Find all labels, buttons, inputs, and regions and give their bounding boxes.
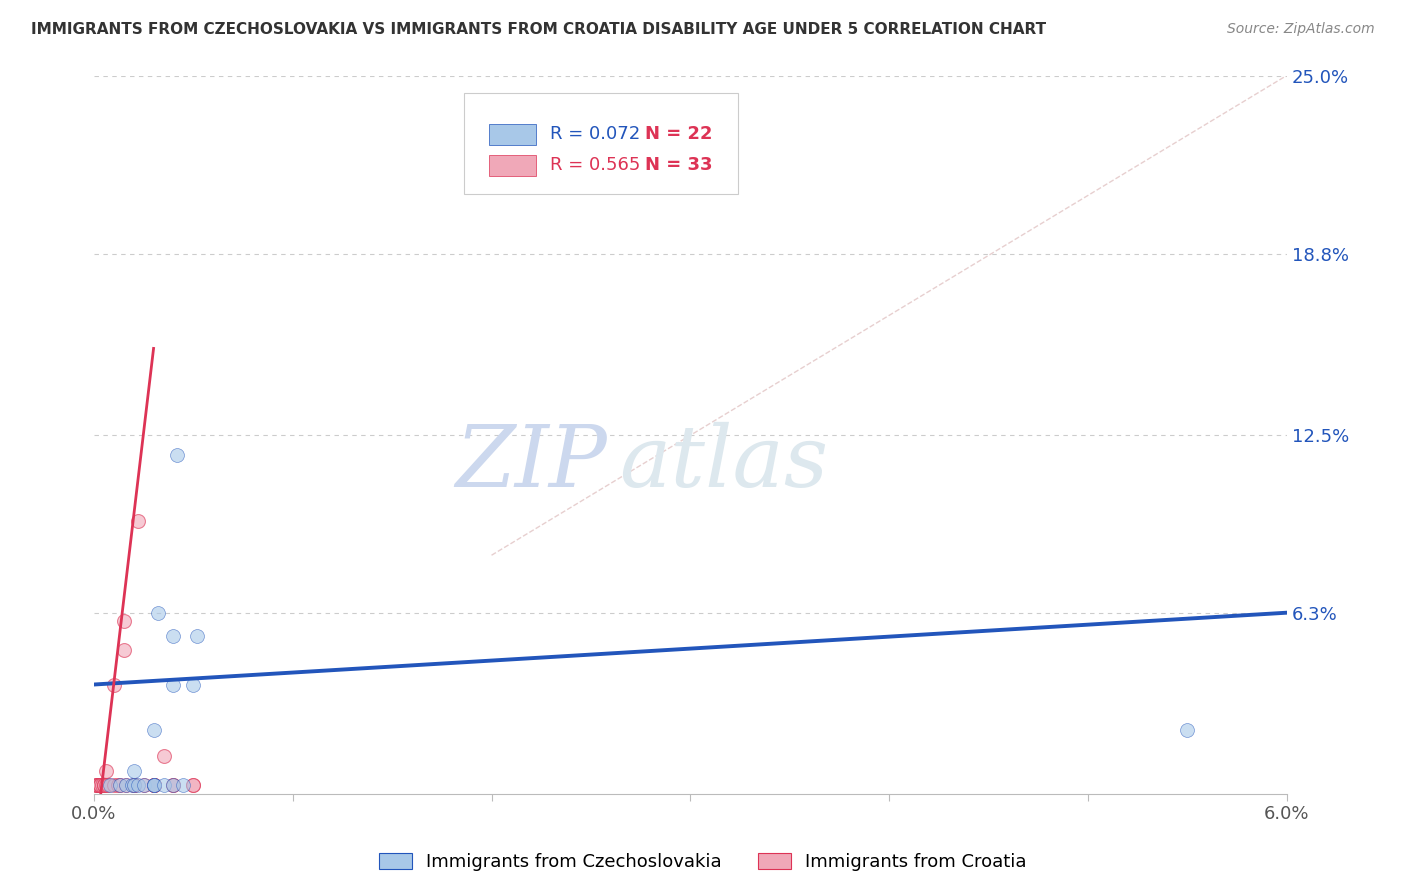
Point [152,749,174,764]
Point [127,778,149,792]
Point [89,778,111,792]
Point [89,778,111,792]
Point [87,778,110,792]
Point [94,764,117,778]
Point [108,778,131,792]
Point [183,778,205,792]
Point [142,778,165,792]
Point [122,778,145,792]
Point [183,778,205,792]
Point [162,778,184,792]
Text: N = 22: N = 22 [645,126,713,144]
Point [107,778,129,792]
FancyBboxPatch shape [489,124,537,145]
Point [103,778,125,792]
Point [1175,723,1198,738]
Text: N = 33: N = 33 [645,156,713,174]
Point [114,778,136,792]
Point [94,778,117,792]
Point [172,778,194,792]
Text: ZIP: ZIP [456,422,607,505]
Point [142,778,165,792]
Point [93,778,115,792]
Point [112,643,135,657]
Text: atlas: atlas [619,422,828,505]
Point [108,778,131,792]
Point [97,778,120,792]
Point [183,677,205,691]
Point [90,778,112,792]
Point [122,778,145,792]
Point [162,778,184,792]
Point [127,514,149,528]
Point [122,778,145,792]
Point [93,778,115,792]
Point [162,778,184,792]
Point [121,778,143,792]
Legend: Immigrants from Czechoslovakia, Immigrants from Croatia: Immigrants from Czechoslovakia, Immigran… [373,846,1033,879]
Point [166,448,188,462]
Point [186,629,208,643]
Point [142,778,165,792]
FancyBboxPatch shape [489,154,537,176]
Point [122,778,145,792]
Point [132,778,155,792]
Point [132,778,155,792]
FancyBboxPatch shape [464,94,738,194]
Text: IMMIGRANTS FROM CZECHOSLOVAKIA VS IMMIGRANTS FROM CROATIA DISABILITY AGE UNDER 5: IMMIGRANTS FROM CZECHOSLOVAKIA VS IMMIGR… [31,22,1046,37]
Text: R = 0.565: R = 0.565 [550,156,640,174]
Point [122,764,145,778]
Point [114,778,136,792]
Point [98,778,121,792]
Point [84,778,107,792]
Point [146,606,169,620]
Point [162,629,184,643]
Point [162,677,184,691]
Point [112,615,135,629]
Point [87,778,110,792]
Point [103,677,125,691]
Point [142,723,165,738]
Point [142,778,165,792]
Point [152,778,174,792]
Text: Source: ZipAtlas.com: Source: ZipAtlas.com [1227,22,1375,37]
Point [142,778,165,792]
Point [142,778,165,792]
Point [142,778,165,792]
Text: R = 0.072: R = 0.072 [550,126,640,144]
Point [84,778,107,792]
